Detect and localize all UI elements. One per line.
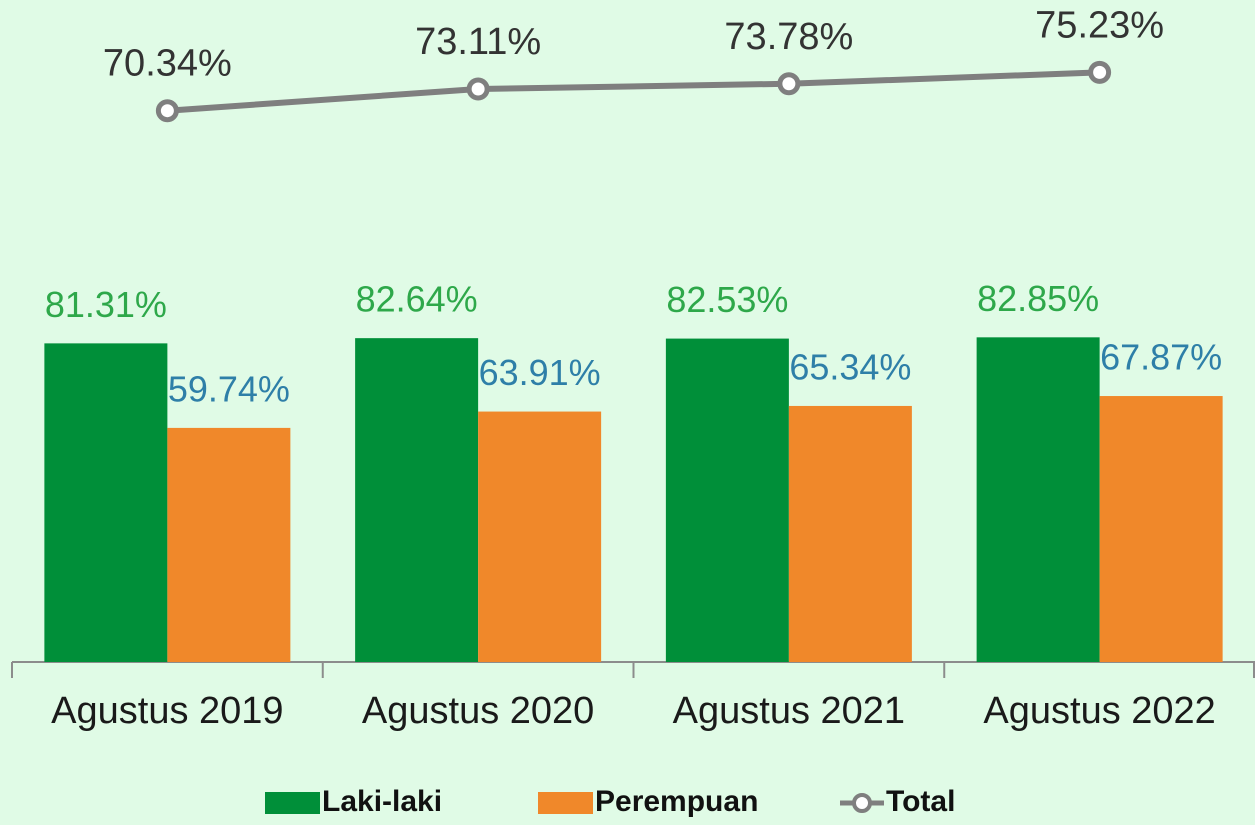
bar: [1099, 396, 1223, 662]
x-tick-label: Agustus 2022: [983, 690, 1215, 732]
bar: [167, 427, 291, 662]
bar: [478, 411, 602, 662]
data-label: 75.23%: [1035, 4, 1164, 46]
x-tick-label: Agustus 2021: [673, 690, 905, 732]
data-label: 65.34%: [789, 346, 911, 387]
legend-label: Total: [886, 785, 955, 818]
line-point: [466, 77, 490, 101]
line-point: [777, 72, 801, 96]
bar: [788, 405, 912, 662]
data-label: 73.78%: [724, 16, 853, 58]
data-label: 59.74%: [168, 368, 290, 409]
line-point: [1088, 60, 1112, 84]
data-label: 81.31%: [45, 284, 167, 325]
data-label: 82.64%: [356, 279, 478, 320]
line: [167, 69, 1100, 114]
data-label: 73.11%: [415, 21, 541, 63]
legend-label: Perempuan: [595, 785, 758, 818]
x-tick-label: Agustus 2020: [362, 690, 594, 732]
bar: [44, 343, 168, 662]
data-label: 82.53%: [666, 279, 788, 320]
data-label: 63.91%: [479, 352, 601, 393]
legend-label: Laki-laki: [322, 785, 442, 818]
line-point: [155, 99, 179, 123]
data-label: 82.85%: [977, 278, 1099, 319]
legend-marker: [265, 792, 320, 814]
legend-marker: [852, 793, 872, 813]
bar: [665, 338, 789, 662]
legend-marker: [538, 792, 593, 814]
bar: [355, 338, 479, 662]
x-tick-label: Agustus 2019: [51, 690, 283, 732]
data-label: 67.87%: [1100, 337, 1222, 378]
bar: [976, 337, 1100, 662]
data-label: 70.34%: [103, 43, 232, 85]
